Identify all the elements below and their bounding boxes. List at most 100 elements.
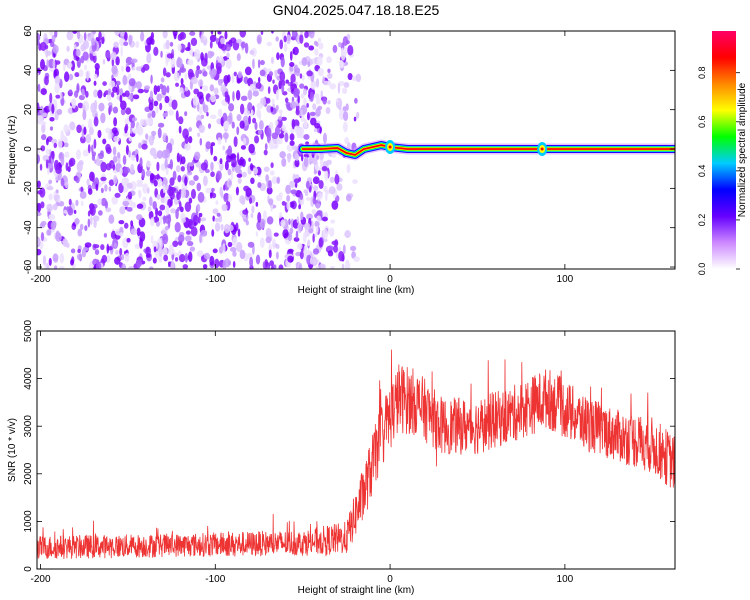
- noise-point: [263, 166, 270, 173]
- noise-point: [235, 89, 241, 101]
- noise-point: [93, 138, 97, 150]
- noise-point: [109, 80, 116, 88]
- noise-point: [222, 145, 226, 151]
- y-tick-label: 4000: [23, 367, 34, 390]
- noise-point: [222, 243, 226, 254]
- noise-point: [270, 56, 274, 64]
- noise-point: [259, 218, 266, 229]
- noise-point: [93, 219, 97, 229]
- noise-point: [168, 109, 174, 116]
- noise-point: [196, 65, 201, 71]
- noise-point: [237, 228, 241, 237]
- noise-point: [216, 212, 221, 217]
- noise-point: [225, 43, 231, 52]
- noise-point: [227, 74, 231, 83]
- noise-point: [184, 134, 189, 145]
- noise-point: [207, 50, 214, 59]
- noise-point: [333, 244, 338, 253]
- noise-point: [227, 194, 233, 203]
- noise-point: [64, 181, 69, 189]
- noise-point: [149, 90, 154, 101]
- noise-point: [286, 34, 291, 45]
- noise-point: [164, 158, 168, 169]
- noise-point: [322, 228, 329, 240]
- noise-point: [103, 233, 107, 238]
- noise-point: [353, 116, 357, 122]
- noise-point: [136, 179, 143, 185]
- noise-point: [91, 31, 97, 35]
- noise-point: [278, 133, 285, 139]
- noise-point: [173, 33, 177, 40]
- noise-point: [79, 136, 86, 144]
- noise-point: [292, 46, 299, 56]
- noise-point: [108, 186, 112, 192]
- noise-point: [280, 56, 285, 68]
- noise-point: [136, 227, 141, 237]
- noise-point: [51, 34, 56, 43]
- noise-point: [313, 170, 317, 175]
- noise-point: [85, 133, 92, 144]
- noise-point: [278, 80, 282, 90]
- noise-point: [121, 177, 129, 187]
- noise-point: [305, 196, 311, 201]
- noise-point: [215, 200, 219, 205]
- noise-point: [287, 255, 294, 263]
- noise-point: [200, 162, 208, 171]
- noise-point: [232, 90, 235, 102]
- y-tick-label: 1000: [23, 510, 34, 533]
- noise-point: [272, 79, 275, 84]
- noise-point: [40, 145, 46, 152]
- noise-point: [145, 170, 152, 177]
- noise-point: [80, 55, 85, 64]
- noise-point: [37, 114, 44, 125]
- y-tick-label: 40: [23, 64, 34, 76]
- noise-point: [112, 146, 117, 156]
- noise-point: [58, 197, 61, 203]
- noise-point: [175, 82, 180, 87]
- noise-point: [83, 32, 87, 41]
- noise-point: [54, 82, 60, 94]
- noise-point: [237, 178, 242, 184]
- noise-point: [213, 155, 218, 162]
- noise-point: [200, 52, 204, 62]
- noise-point: [355, 73, 362, 83]
- noise-point: [68, 205, 72, 214]
- noise-point: [269, 139, 275, 150]
- noise-point: [272, 103, 276, 109]
- noise-point: [184, 252, 188, 263]
- noise-point: [141, 168, 146, 179]
- noise-point: [222, 132, 229, 140]
- noise-point: [112, 164, 116, 171]
- noise-point: [156, 93, 162, 102]
- noise-point: [164, 225, 169, 231]
- noise-point: [121, 263, 127, 269]
- noise-point: [153, 246, 157, 253]
- noise-point: [123, 41, 129, 47]
- noise-point: [70, 259, 74, 266]
- noise-point: [209, 114, 217, 120]
- noise-point: [87, 144, 91, 154]
- noise-point: [165, 39, 170, 50]
- noise-point: [200, 114, 205, 120]
- noise-point: [124, 90, 130, 98]
- noise-point: [316, 210, 323, 215]
- noise-point: [202, 70, 208, 77]
- noise-point: [113, 41, 119, 48]
- noise-point: [197, 79, 204, 87]
- noise-point: [68, 89, 73, 94]
- noise-point: [123, 222, 129, 229]
- noise-point: [113, 174, 118, 185]
- noise-point: [174, 222, 181, 233]
- noise-point: [47, 229, 52, 236]
- noise-point: [280, 219, 286, 228]
- noise-point: [306, 111, 310, 121]
- noise-point: [301, 57, 308, 67]
- noise-point: [72, 31, 78, 34]
- noise-point: [281, 200, 286, 206]
- noise-point: [252, 90, 259, 97]
- noise-point: [68, 73, 74, 81]
- noise-point: [192, 95, 200, 106]
- noise-point: [202, 264, 208, 269]
- noise-point: [152, 257, 157, 264]
- noise-point: [229, 247, 237, 253]
